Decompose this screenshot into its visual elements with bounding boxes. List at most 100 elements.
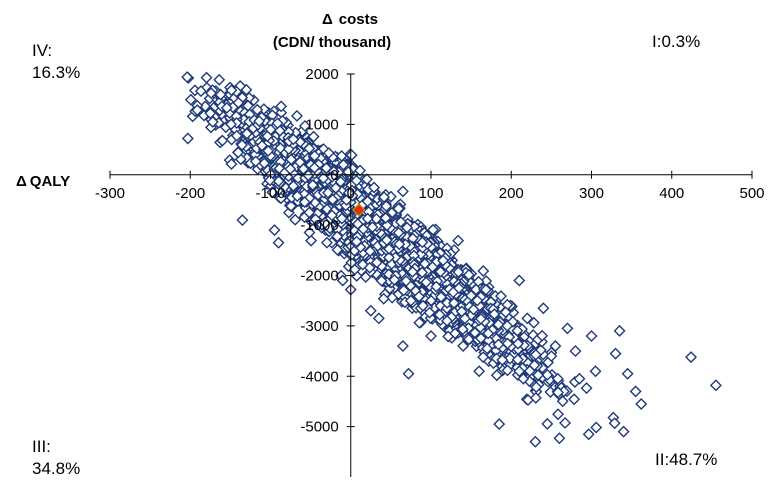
data-point	[394, 215, 407, 228]
data-point	[380, 200, 393, 213]
data-point	[532, 369, 545, 382]
data-point	[334, 175, 347, 188]
data-point	[320, 162, 333, 175]
data-point	[282, 143, 295, 156]
data-point	[302, 169, 315, 182]
data-point	[492, 318, 505, 331]
data-point	[580, 382, 593, 395]
data-point	[232, 96, 245, 109]
data-point	[225, 158, 238, 171]
data-point	[289, 213, 302, 226]
data-point	[291, 190, 304, 203]
data-point	[214, 88, 227, 101]
data-point	[271, 117, 284, 130]
data-point	[452, 234, 465, 247]
data-point	[541, 368, 554, 381]
data-point	[194, 85, 207, 98]
data-point	[357, 223, 370, 236]
data-point	[393, 238, 406, 251]
data-point	[242, 99, 255, 112]
data-point	[529, 391, 542, 404]
data-point	[396, 185, 409, 198]
data-point	[236, 214, 249, 227]
data-point	[370, 256, 383, 269]
data-point	[413, 316, 426, 329]
data-point	[503, 352, 516, 365]
data-point	[364, 245, 377, 258]
data-point	[326, 193, 339, 206]
data-point	[331, 243, 344, 256]
data-point	[308, 149, 321, 162]
data-point	[382, 251, 395, 264]
data-point	[482, 327, 495, 340]
data-point	[290, 109, 303, 122]
data-point	[361, 212, 374, 225]
data-point	[427, 223, 440, 236]
data-point	[559, 416, 572, 429]
data-point	[321, 186, 334, 199]
data-point	[225, 84, 238, 97]
data-point	[375, 274, 388, 287]
data-point	[303, 142, 316, 155]
data-point	[388, 273, 401, 286]
data-point	[452, 266, 465, 279]
data-point	[335, 212, 348, 225]
data-point	[494, 290, 507, 303]
data-point	[268, 224, 281, 237]
data-point	[377, 292, 390, 305]
data-point	[303, 206, 316, 219]
data-point	[181, 132, 194, 145]
data-point	[392, 202, 405, 215]
data-point	[297, 162, 310, 175]
data-point	[368, 181, 381, 194]
data-point	[272, 175, 285, 188]
data-point	[380, 234, 393, 247]
data-point	[361, 195, 374, 208]
data-point	[512, 337, 525, 350]
data-point	[274, 142, 287, 155]
data-point	[275, 192, 288, 205]
data-point	[251, 103, 264, 116]
data-point	[236, 139, 249, 152]
data-point	[255, 139, 268, 152]
data-point	[477, 265, 490, 278]
data-point	[262, 144, 275, 157]
data-point	[379, 211, 392, 224]
data-point	[220, 101, 233, 114]
data-point	[370, 212, 383, 225]
data-point	[345, 149, 358, 162]
data-point	[416, 266, 429, 279]
data-point	[416, 236, 429, 249]
data-point	[275, 100, 288, 113]
data-point	[400, 275, 413, 288]
data-point	[261, 130, 274, 143]
data-point	[200, 71, 213, 84]
data-point	[462, 268, 475, 281]
data-point	[298, 119, 311, 132]
data-point	[253, 115, 266, 128]
data-point	[364, 304, 377, 317]
data-point	[319, 216, 332, 229]
data-point	[322, 147, 335, 160]
data-point	[590, 421, 603, 434]
data-point	[433, 308, 446, 321]
data-point	[530, 381, 543, 394]
data-point	[383, 242, 396, 255]
data-point	[337, 158, 350, 171]
data-point	[406, 265, 419, 278]
data-point	[447, 286, 460, 299]
data-point	[474, 312, 487, 325]
data-point	[456, 323, 469, 336]
data-point	[363, 261, 376, 274]
data-point	[272, 236, 285, 249]
data-point	[263, 174, 276, 187]
data-point	[213, 73, 226, 86]
data-point	[479, 283, 492, 296]
data-point	[298, 196, 311, 209]
data-point	[348, 263, 361, 276]
data-point	[350, 235, 363, 248]
data-point	[230, 129, 243, 142]
data-point	[354, 164, 367, 177]
data-point	[386, 291, 399, 304]
data-point	[474, 332, 487, 345]
